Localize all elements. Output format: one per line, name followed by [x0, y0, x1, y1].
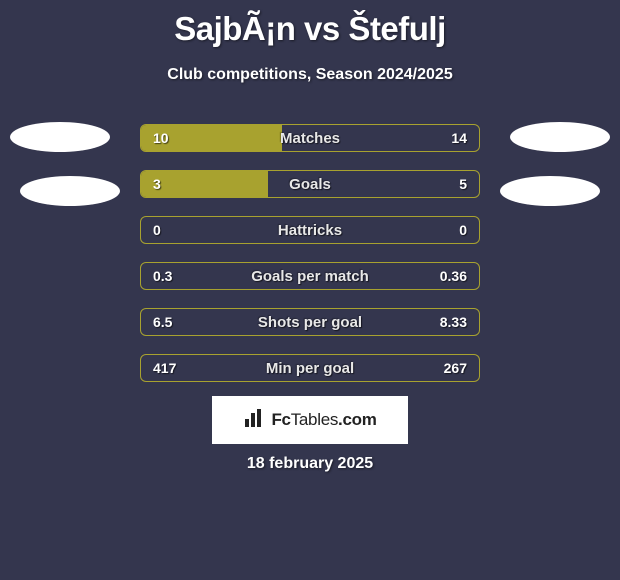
stat-label: Min per goal: [141, 355, 479, 381]
season-subtitle: Club competitions, Season 2024/2025: [0, 66, 620, 84]
stat-right-value: 5: [459, 171, 467, 197]
stat-label: Shots per goal: [141, 309, 479, 335]
stat-label: Goals per match: [141, 263, 479, 289]
stat-row-min-per-goal: 417 Min per goal 267: [140, 354, 480, 382]
stat-label: Hattricks: [141, 217, 479, 243]
logo-prefix: Fc: [271, 410, 290, 429]
stat-right-value: 0.36: [440, 263, 467, 289]
player-left-badge-1: [10, 122, 110, 152]
logo-text: FcTables.com: [271, 410, 376, 430]
stat-row-matches: 10 Matches 14: [140, 124, 480, 152]
stat-right-value: 0: [459, 217, 467, 243]
stat-row-goals-per-match: 0.3 Goals per match 0.36: [140, 262, 480, 290]
player-left-badge-2: [20, 176, 120, 206]
fctables-logo: FcTables.com: [212, 396, 408, 444]
stat-right-value: 8.33: [440, 309, 467, 335]
stat-label: Matches: [141, 125, 479, 151]
player-right-badge-1: [510, 122, 610, 152]
snapshot-date: 18 february 2025: [0, 455, 620, 473]
bar-chart-icon: [243, 407, 265, 434]
stat-row-shots-per-goal: 6.5 Shots per goal 8.33: [140, 308, 480, 336]
stat-right-value: 267: [444, 355, 467, 381]
comparison-card: SajbÃ¡n vs Štefulj Club competitions, Se…: [0, 0, 620, 580]
stats-block: 10 Matches 14 3 Goals 5 0 Hattricks 0 0.…: [140, 124, 480, 400]
page-title: SajbÃ¡n vs Štefulj: [0, 10, 620, 48]
stat-row-goals: 3 Goals 5: [140, 170, 480, 198]
stat-right-value: 14: [451, 125, 467, 151]
logo-main: Tables: [291, 410, 338, 429]
logo-suffix: .com: [338, 410, 376, 429]
stat-label: Goals: [141, 171, 479, 197]
player-right-badge-2: [500, 176, 600, 206]
stat-row-hattricks: 0 Hattricks 0: [140, 216, 480, 244]
